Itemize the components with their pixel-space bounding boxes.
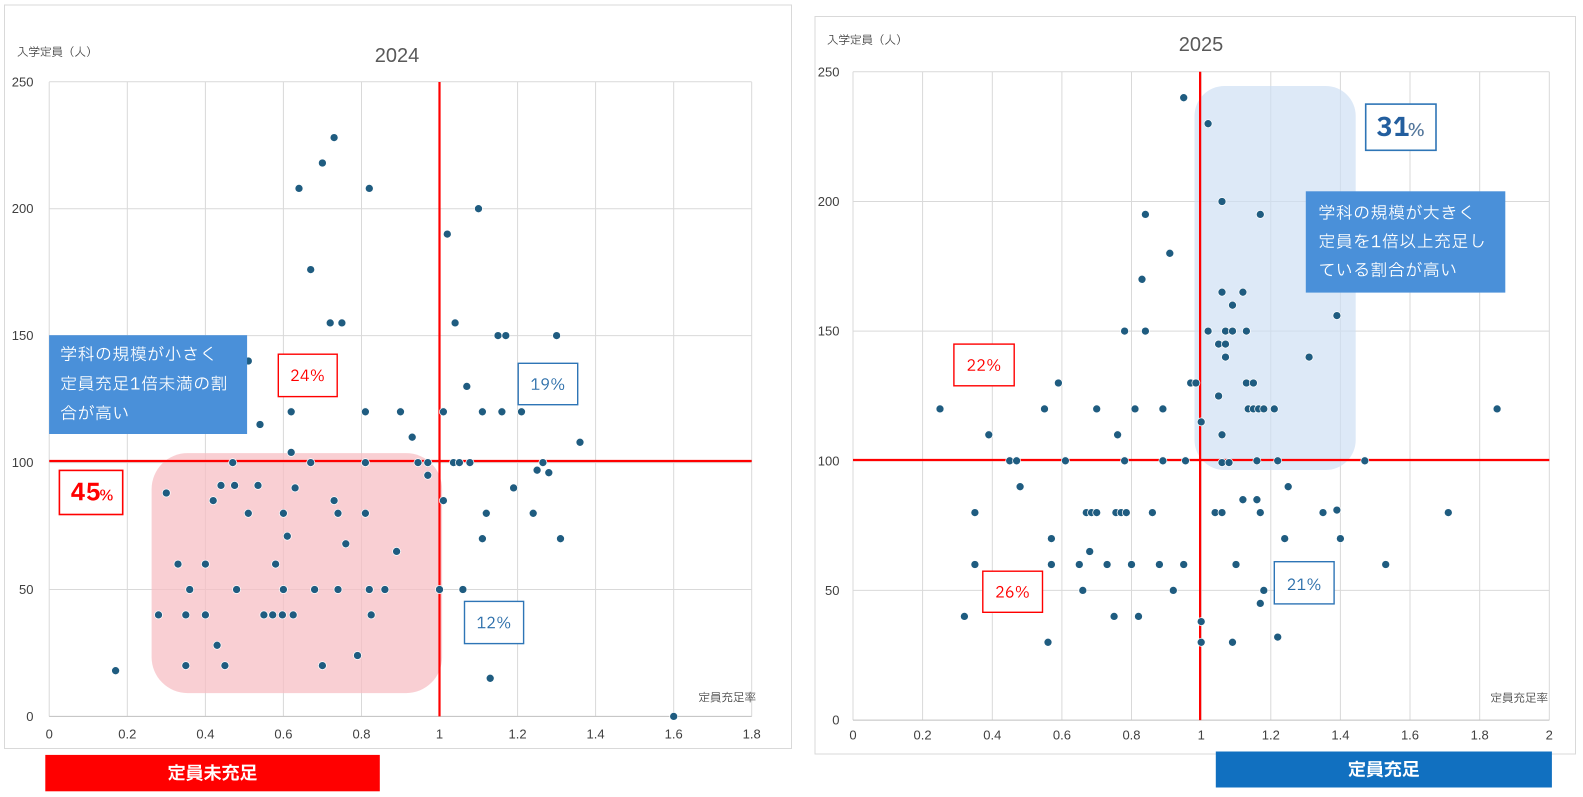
svg-text:1.8: 1.8 xyxy=(743,727,761,742)
svg-text:150: 150 xyxy=(818,324,840,339)
svg-text:150: 150 xyxy=(12,328,34,343)
svg-text:1.2: 1.2 xyxy=(1262,728,1280,743)
svg-text:0.2: 0.2 xyxy=(118,727,136,742)
svg-text:1.8: 1.8 xyxy=(1471,728,1489,743)
svg-text:0.8: 0.8 xyxy=(1122,728,1140,743)
svg-text:1.2: 1.2 xyxy=(509,727,527,742)
svg-text:0: 0 xyxy=(46,727,53,742)
svg-text:0: 0 xyxy=(832,713,839,728)
svg-text:0: 0 xyxy=(849,728,856,743)
svg-text:1: 1 xyxy=(436,727,443,742)
svg-text:0.6: 0.6 xyxy=(1053,728,1071,743)
svg-text:250: 250 xyxy=(818,64,840,79)
svg-text:2025: 2025 xyxy=(1179,34,1224,56)
svg-text:1.6: 1.6 xyxy=(1401,728,1419,743)
svg-text:0.4: 0.4 xyxy=(196,727,214,742)
svg-text:0.4: 0.4 xyxy=(983,728,1001,743)
svg-text:0.6: 0.6 xyxy=(274,727,292,742)
svg-text:1.4: 1.4 xyxy=(587,727,605,742)
svg-text:2024: 2024 xyxy=(375,45,420,67)
svg-text:1.4: 1.4 xyxy=(1331,728,1349,743)
svg-text:250: 250 xyxy=(12,74,34,89)
svg-text:1: 1 xyxy=(1198,728,1205,743)
svg-text:0.8: 0.8 xyxy=(352,727,370,742)
svg-text:100: 100 xyxy=(12,455,34,470)
svg-text:0: 0 xyxy=(26,709,33,724)
svg-text:1.6: 1.6 xyxy=(665,727,683,742)
svg-text:50: 50 xyxy=(825,583,839,598)
svg-text:50: 50 xyxy=(19,582,33,597)
svg-text:2: 2 xyxy=(1546,728,1553,743)
svg-text:100: 100 xyxy=(818,453,840,468)
svg-text:0.2: 0.2 xyxy=(914,728,932,743)
svg-text:200: 200 xyxy=(818,194,840,209)
svg-text:200: 200 xyxy=(12,201,34,216)
